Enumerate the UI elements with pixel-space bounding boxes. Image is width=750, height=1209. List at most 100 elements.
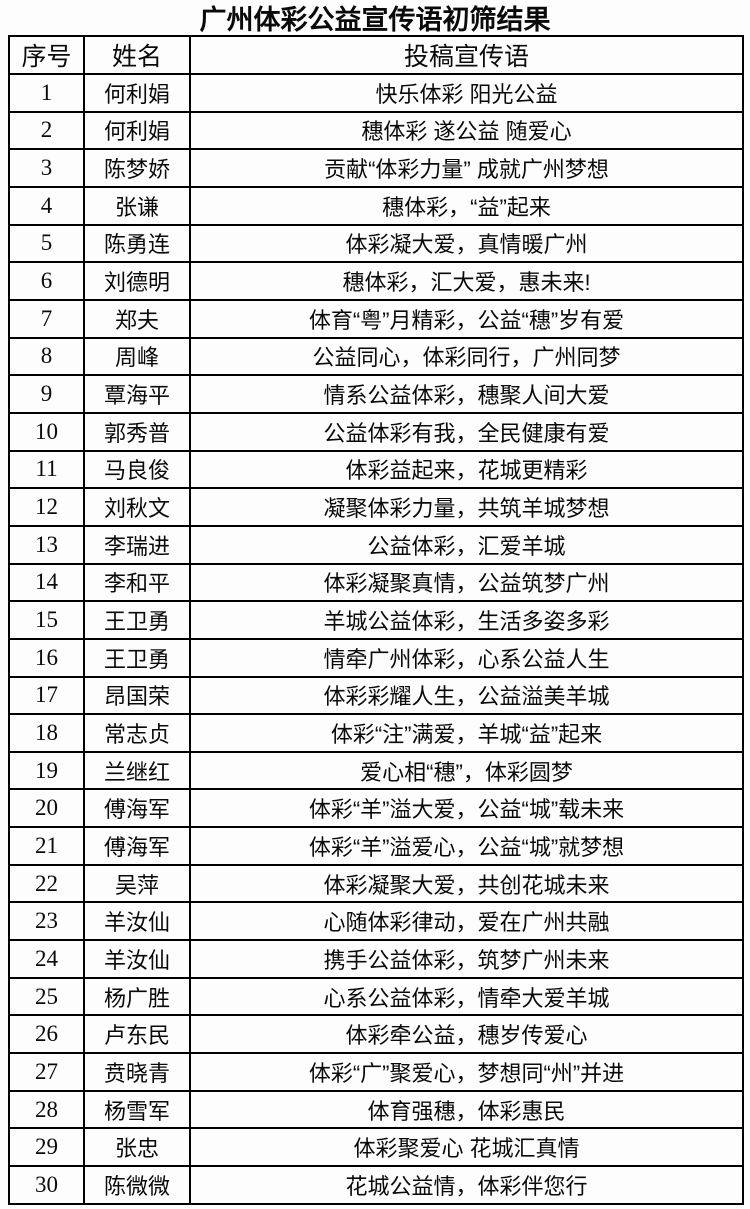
row-number-cell: 2 (8, 110, 85, 151)
table-row: 4 张谦 穗体彩，“益”起来 (8, 185, 744, 226)
page-title: 广州体彩公益宣传语初筛结果 (199, 5, 551, 35)
table-row: 13 李瑞进 公益体彩，汇爱羊城 (8, 524, 744, 565)
row-name-cell: 张忠 (83, 1127, 191, 1168)
header-row: 序号 姓名 投稿宣传语 (8, 35, 744, 75)
row-slogan-cell: 体彩“羊”溢爱心，公益“城”就梦想 (189, 826, 744, 866)
row-name-cell: 贲晓青 (83, 1052, 191, 1092)
row-number-cell: 1 (8, 73, 85, 113)
table-row: 9 覃海平 情系公益体彩，穗聚人间大爱 (8, 374, 744, 414)
table-row: 17 昂国荣 体彩彩耀人生，公益溢美羊城 (8, 675, 744, 716)
row-number-cell: 14 (8, 562, 85, 603)
row-name-cell: 昂国荣 (83, 675, 191, 716)
row-name-cell: 何利娟 (83, 73, 191, 113)
table-row: 10 郭秀普 公益体彩有我，全民健康有爱 (8, 411, 744, 452)
table-row: 26 卢东民 体彩牵公益，穗岁传爱心 (8, 1014, 744, 1055)
row-number-cell: 7 (8, 298, 85, 339)
row-slogan-cell: 爱心相“穗”，体彩圆梦 (189, 750, 744, 791)
row-slogan-cell: 体彩“广”聚爱心，梦想同“州”并进 (189, 1052, 744, 1092)
row-number-cell: 20 (8, 788, 85, 829)
table-row: 16 王卫勇 情牵广州体彩，心系公益人生 (8, 637, 744, 678)
table-row: 23 羊汝仙 心随体彩律动，爱在广州共融 (8, 901, 744, 942)
row-slogan-cell: 体彩牵公益，穗岁传爱心 (189, 1014, 744, 1055)
table-row: 19 兰继红 爱心相“穗”，体彩圆梦 (8, 750, 744, 791)
row-slogan-cell: 凝聚体彩力量，共筑羊城梦想 (189, 487, 744, 527)
row-slogan-cell: 公益同心，体彩同行，广州同梦 (189, 336, 744, 377)
row-slogan-cell: 羊城公益体彩，生活多姿多彩 (189, 600, 744, 640)
row-number-cell: 24 (8, 939, 85, 979)
row-slogan-cell: 公益体彩有我，全民健康有爱 (189, 411, 744, 452)
row-slogan-cell: 体彩彩耀人生，公益溢美羊城 (189, 675, 744, 716)
row-slogan-cell: 穗体彩 遂公益 随爱心 (189, 110, 744, 151)
header-cell-name: 姓名 (83, 35, 191, 75)
table-row: 29 张忠 体彩聚爱心 花城汇真情 (8, 1127, 744, 1168)
row-number-cell: 19 (8, 750, 85, 791)
row-name-cell: 傅海军 (83, 826, 191, 866)
table-row: 5 陈勇连 体彩凝大爱，真情暖广州 (8, 223, 744, 264)
row-number-cell: 8 (8, 336, 85, 377)
row-number-cell: 28 (8, 1089, 85, 1130)
row-number-cell: 17 (8, 675, 85, 716)
row-name-cell: 吴萍 (83, 863, 191, 904)
table-row: 14 李和平 体彩凝聚真情，公益筑梦广州 (8, 562, 744, 603)
table-row: 7 郑夫 体育“粤”月精彩，公益“穗”岁有爱 (8, 298, 744, 339)
row-slogan-cell: 携手公益体彩，筑梦广州未来 (189, 939, 744, 979)
row-name-cell: 郑夫 (83, 298, 191, 339)
row-name-cell: 马良俊 (83, 449, 191, 490)
row-name-cell: 周峰 (83, 336, 191, 377)
row-number-cell: 30 (8, 1165, 85, 1205)
row-name-cell: 何利娟 (83, 110, 191, 151)
row-name-cell: 兰继红 (83, 750, 191, 791)
table-row: 11 马良俊 体彩益起来，花城更精彩 (8, 449, 744, 490)
row-number-cell: 22 (8, 863, 85, 904)
row-slogan-cell: 情系公益体彩，穗聚人间大爱 (189, 374, 744, 414)
row-number-cell: 10 (8, 411, 85, 452)
row-name-cell: 陈梦娇 (83, 148, 191, 188)
table-row: 24 羊汝仙 携手公益体彩，筑梦广州未来 (8, 939, 744, 979)
table-row: 27 贲晓青 体彩“广”聚爱心，梦想同“州”并进 (8, 1052, 744, 1092)
table-row: 22 吴萍 体彩凝聚大爱，共创花城未来 (8, 863, 744, 904)
row-slogan-cell: 体彩凝聚大爱，共创花城未来 (189, 863, 744, 904)
table-row: 30 陈微微 花城公益情，体彩伴您行 (8, 1165, 744, 1205)
row-name-cell: 张谦 (83, 185, 191, 226)
row-slogan-cell: 体彩“注”满爱，羊城“益”起来 (189, 713, 744, 753)
row-name-cell: 王卫勇 (83, 600, 191, 640)
row-slogan-cell: 心系公益体彩，情牵大爱羊城 (189, 976, 744, 1017)
row-slogan-cell: 穗体彩，汇大爱，惠未来! (189, 261, 744, 301)
row-name-cell: 刘德明 (83, 261, 191, 301)
row-number-cell: 11 (8, 449, 85, 490)
table-row: 8 周峰 公益同心，体彩同行，广州同梦 (8, 336, 744, 377)
row-slogan-cell: 公益体彩，汇爱羊城 (189, 524, 744, 565)
table-row: 25 杨广胜 心系公益体彩，情牵大爱羊城 (8, 976, 744, 1017)
row-name-cell: 杨广胜 (83, 976, 191, 1017)
table-row: 1 何利娟 快乐体彩 阳光公益 (8, 73, 744, 113)
row-slogan-cell: 贡献“体彩力量” 成就广州梦想 (189, 148, 744, 188)
row-name-cell: 傅海军 (83, 788, 191, 829)
row-name-cell: 李瑞进 (83, 524, 191, 565)
row-slogan-cell: 体育强穗，体彩惠民 (189, 1089, 744, 1130)
row-name-cell: 刘秋文 (83, 487, 191, 527)
results-table: 序号 姓名 投稿宣传语 1 何利娟 快乐体彩 阳光公益 2 何利娟 穗体彩 遂公益 随爱心… (8, 35, 744, 1205)
table-row: 6 刘德明 穗体彩，汇大爱，惠未来! (8, 261, 744, 301)
row-number-cell: 25 (8, 976, 85, 1017)
row-number-cell: 3 (8, 148, 85, 188)
table-body: 1 何利娟 快乐体彩 阳光公益 2 何利娟 穗体彩 遂公益 随爱心 3 陈梦娇 贡献“体彩力量”… (8, 73, 744, 1205)
row-number-cell: 15 (8, 600, 85, 640)
row-number-cell: 4 (8, 185, 85, 226)
row-name-cell: 陈微微 (83, 1165, 191, 1205)
row-slogan-cell: 体彩“羊”溢大爱，公益“城”载未来 (189, 788, 744, 829)
row-slogan-cell: 体彩凝大爱，真情暖广州 (189, 223, 744, 264)
row-number-cell: 21 (8, 826, 85, 866)
table-row: 21 傅海军 体彩“羊”溢爱心，公益“城”就梦想 (8, 826, 744, 866)
row-number-cell: 29 (8, 1127, 85, 1168)
row-slogan-cell: 体彩益起来，花城更精彩 (189, 449, 744, 490)
row-name-cell: 陈勇连 (83, 223, 191, 264)
row-name-cell: 羊汝仙 (83, 901, 191, 942)
row-number-cell: 5 (8, 223, 85, 264)
table-row: 12 刘秋文 凝聚体彩力量，共筑羊城梦想 (8, 487, 744, 527)
row-name-cell: 郭秀普 (83, 411, 191, 452)
row-number-cell: 6 (8, 261, 85, 301)
row-name-cell: 常志贞 (83, 713, 191, 753)
table-row: 20 傅海军 体彩“羊”溢大爱，公益“城”载未来 (8, 788, 744, 829)
row-slogan-cell: 快乐体彩 阳光公益 (189, 73, 744, 113)
